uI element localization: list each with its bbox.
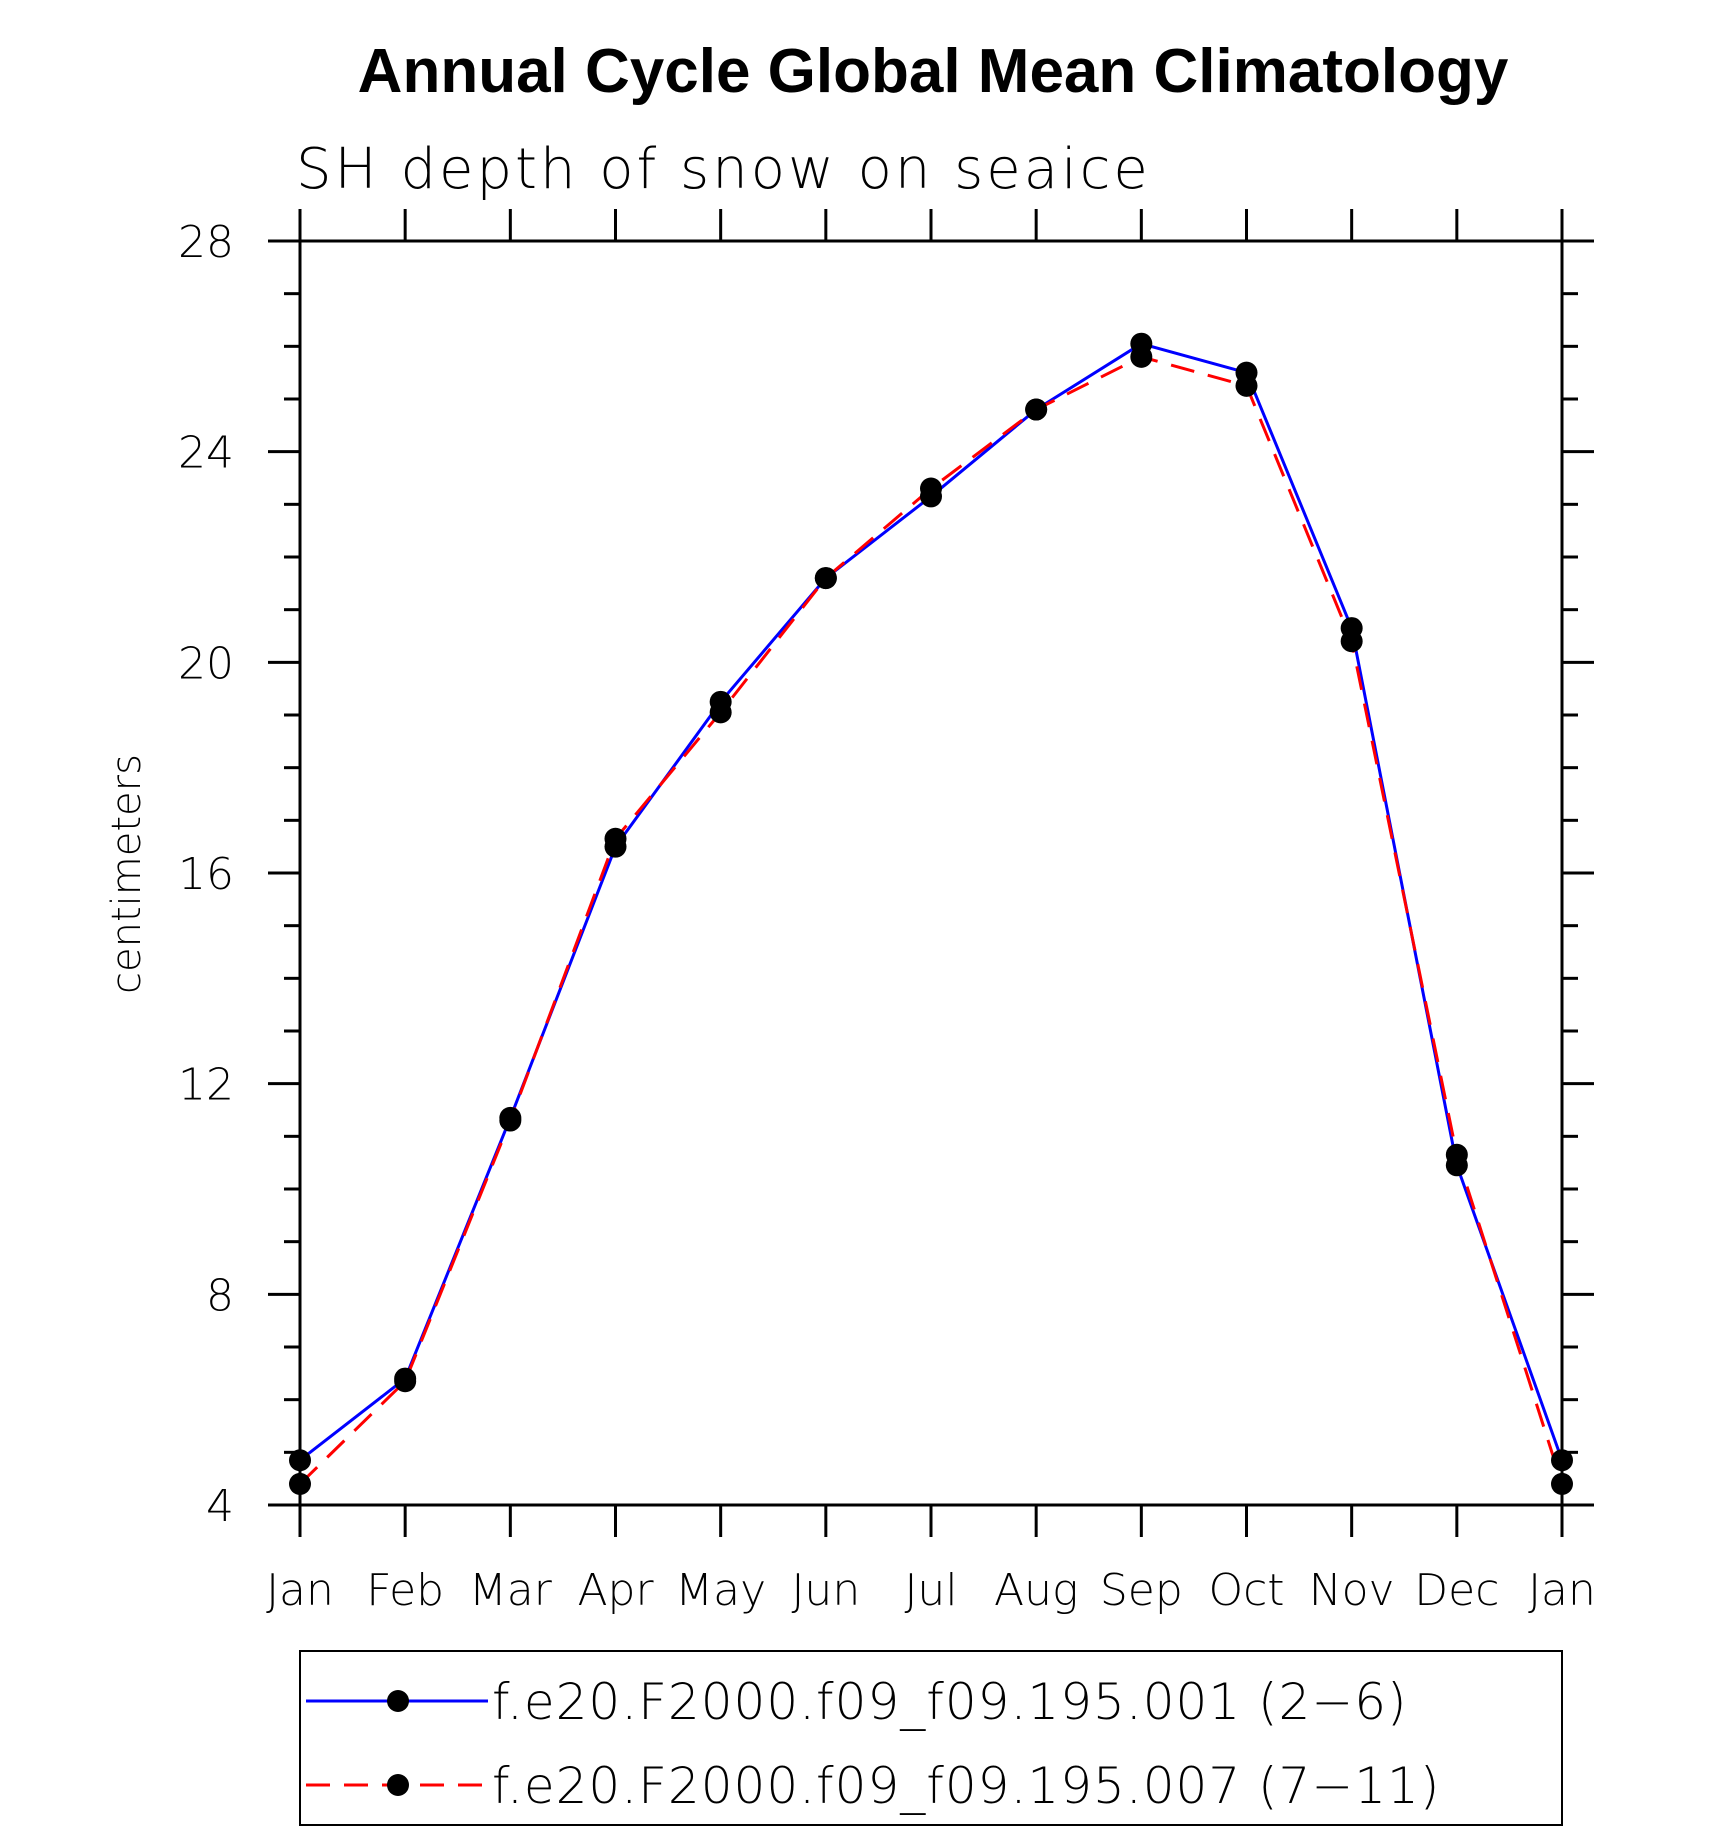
chart-subtitle: SH depth of snow on seaice	[296, 137, 1151, 202]
series-2-point	[920, 477, 942, 500]
series-line-2	[298, 355, 1564, 1486]
y-tick-label: 28	[178, 217, 234, 268]
series-2-point	[1340, 630, 1363, 653]
legend-label-1: f.e20.F2000.f09_f09.195.001 (2−6)	[492, 1673, 1408, 1731]
series-layer	[289, 332, 1573, 1495]
series-2-point	[1445, 1143, 1468, 1166]
x-tick-label: Apr	[577, 1565, 654, 1616]
x-tick-label: Mar	[469, 1565, 553, 1616]
series-2-point	[499, 1109, 522, 1132]
series-2-point	[394, 1370, 417, 1393]
series-2-point	[1551, 1472, 1573, 1495]
x-tick-label: Jan	[266, 1565, 334, 1616]
series-line-1	[299, 342, 1564, 1462]
plot-frame	[298, 239, 1564, 1507]
x-tick-label: May	[675, 1565, 766, 1616]
y-tick-label: 4	[206, 1481, 234, 1532]
y-tick-label: 12	[178, 1060, 234, 1111]
y-tick-label: 16	[178, 849, 234, 900]
y-tick-label: 24	[178, 428, 234, 479]
series-2-point	[604, 827, 627, 850]
x-tick-label: Aug	[994, 1565, 1078, 1616]
x-tick-label: Jun	[791, 1565, 860, 1616]
legend-marker-2	[387, 1774, 409, 1796]
legend-box	[299, 1650, 1563, 1826]
series-2-point	[1130, 345, 1153, 368]
legend-label-2: f.e20.F2000.f09_f09.195.007 (7−11)	[492, 1757, 1440, 1815]
y-tick-label: 20	[178, 638, 234, 689]
series-1-point	[1551, 1449, 1573, 1472]
x-tick-label: Feb	[366, 1565, 444, 1616]
x-tick-label: Sep	[1100, 1565, 1183, 1616]
series-2-point	[289, 1472, 311, 1495]
x-tick-label: Dec	[1414, 1565, 1499, 1616]
series-2-point	[1235, 374, 1258, 397]
legend: f.e20.F2000.f09_f09.195.001 (2−6) f.e20.F…	[299, 1650, 1563, 1826]
x-tick-label: Jan	[1528, 1565, 1596, 1616]
chart-title: Annual Cycle Global Mean Climatology	[358, 37, 1509, 106]
series-2-point	[1025, 398, 1048, 421]
y-axis-label: centimeters	[104, 754, 150, 994]
x-tick-label: Jul	[904, 1565, 957, 1616]
y-tick-label: 8	[206, 1270, 234, 1321]
legend-marker-1	[387, 1690, 409, 1712]
axis-ticks: Jan Feb Mar Apr May Jun Jul Aug Sep Oct Nov Dec Jan 4…	[178, 209, 1596, 1616]
x-tick-label: Nov	[1309, 1565, 1395, 1616]
series-1-point	[289, 1449, 311, 1472]
series-2-point	[709, 701, 732, 724]
x-tick-label: Oct	[1208, 1565, 1284, 1616]
series-2-point	[814, 567, 837, 590]
